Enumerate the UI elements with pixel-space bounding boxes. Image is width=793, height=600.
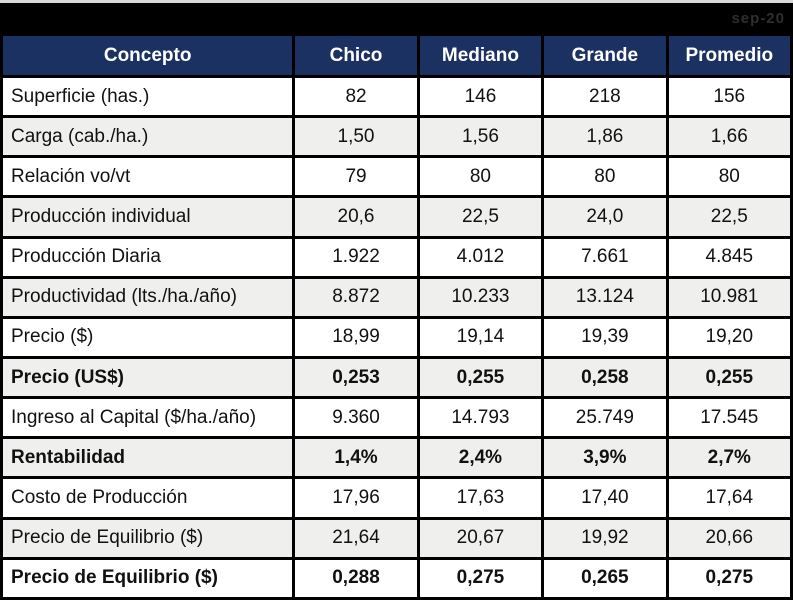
column-header-mediano: Mediano bbox=[416, 33, 545, 78]
cell-value: 19,92 bbox=[541, 516, 669, 560]
row-label: Costo de Producción bbox=[0, 476, 296, 520]
cell-value: 19,20 bbox=[665, 315, 793, 359]
cell-value: 0,255 bbox=[416, 355, 545, 400]
cell-value: 17,40 bbox=[541, 476, 669, 520]
cell-value: 20,66 bbox=[665, 516, 793, 560]
data-table: Concepto Chico Mediano Grande Promedio S… bbox=[0, 33, 793, 600]
cell-value: 13.124 bbox=[541, 275, 669, 319]
cell-value: 80 bbox=[541, 155, 669, 199]
cell-value: 80 bbox=[416, 155, 545, 199]
cell-value: 2,7% bbox=[665, 436, 793, 480]
row-label: Precio (US$) bbox=[0, 355, 296, 400]
table-row: Precio (US$) 0,253 0,255 0,258 0,255 bbox=[0, 355, 793, 400]
column-header-chico: Chico bbox=[292, 33, 420, 78]
cell-value: 7.661 bbox=[541, 235, 669, 279]
table-row: Superficie (has.) 82 146 218 156 bbox=[0, 74, 793, 119]
cell-value: 21,64 bbox=[292, 516, 420, 560]
row-label: Precio de Equilibrio ($) bbox=[0, 556, 296, 600]
row-label: Rentabilidad bbox=[0, 436, 296, 480]
row-label: Productividad (lts./ha./año) bbox=[0, 275, 296, 319]
cell-value: 0,255 bbox=[665, 355, 793, 400]
column-header-promedio: Promedio bbox=[665, 33, 793, 78]
cell-value: 17,96 bbox=[292, 476, 420, 520]
cell-value: 156 bbox=[665, 74, 793, 119]
cell-value: 79 bbox=[292, 155, 420, 199]
table-header-row: Concepto Chico Mediano Grande Promedio bbox=[0, 33, 793, 78]
title-bar: sep-20 bbox=[0, 3, 793, 33]
cell-value: 19,39 bbox=[541, 315, 669, 359]
cell-value: 8.872 bbox=[292, 275, 420, 319]
table-row: Carga (cab./ha.) 1,50 1,56 1,86 1,66 bbox=[0, 115, 793, 159]
table-row: Costo de Producción 17,96 17,63 17,40 17… bbox=[0, 476, 793, 520]
table-row: Producción Diaria 1.922 4.012 7.661 4.84… bbox=[0, 235, 793, 279]
cell-value: 1,4% bbox=[292, 436, 420, 480]
cell-value: 22,5 bbox=[416, 195, 545, 239]
cell-value: 4.012 bbox=[416, 235, 545, 279]
column-header-concepto: Concepto bbox=[0, 33, 296, 78]
row-label: Producción Diaria bbox=[0, 235, 296, 279]
cell-value: 0,253 bbox=[292, 355, 420, 400]
row-label: Relación vo/vt bbox=[0, 155, 296, 199]
top-edge-strip bbox=[0, 0, 793, 3]
cell-value: 1,56 bbox=[416, 115, 545, 159]
row-label: Carga (cab./ha.) bbox=[0, 115, 296, 159]
cell-value: 25.749 bbox=[541, 396, 669, 440]
table-row: Producción individual 20,6 22,5 24,0 22,… bbox=[0, 195, 793, 239]
cell-value: 1.922 bbox=[292, 235, 420, 279]
cell-value: 1,66 bbox=[665, 115, 793, 159]
row-label: Ingreso al Capital ($/ha./año) bbox=[0, 396, 296, 440]
cell-value: 19,14 bbox=[416, 315, 545, 359]
cell-value: 82 bbox=[292, 74, 420, 119]
table-row: Productividad (lts./ha./año) 8.872 10.23… bbox=[0, 275, 793, 319]
cell-value: 0,265 bbox=[541, 556, 669, 600]
cell-value: 4.845 bbox=[665, 235, 793, 279]
cell-value: 20,6 bbox=[292, 195, 420, 239]
cell-value: 9.360 bbox=[292, 396, 420, 440]
column-header-grande: Grande bbox=[541, 33, 669, 78]
cell-value: 0,258 bbox=[541, 355, 669, 400]
cell-value: 14.793 bbox=[416, 396, 545, 440]
cell-value: 2,4% bbox=[416, 436, 545, 480]
table-row: Rentabilidad 1,4% 2,4% 3,9% 2,7% bbox=[0, 436, 793, 480]
cell-value: 10.233 bbox=[416, 275, 545, 319]
row-label: Producción individual bbox=[0, 195, 296, 239]
cell-value: 24,0 bbox=[541, 195, 669, 239]
cell-value: 1,50 bbox=[292, 115, 420, 159]
date-watermark: sep-20 bbox=[731, 9, 785, 27]
cell-value: 10.981 bbox=[665, 275, 793, 319]
cell-value: 17.545 bbox=[665, 396, 793, 440]
cell-value: 80 bbox=[665, 155, 793, 199]
cell-value: 146 bbox=[416, 74, 545, 119]
cell-value: 0,275 bbox=[416, 556, 545, 600]
table-row: Ingreso al Capital ($/ha./año) 9.360 14.… bbox=[0, 396, 793, 440]
data-table-container: Concepto Chico Mediano Grande Promedio S… bbox=[0, 33, 793, 600]
cell-value: 17,63 bbox=[416, 476, 545, 520]
table-row: Relación vo/vt 79 80 80 80 bbox=[0, 155, 793, 199]
table-row: Precio de Equilibrio ($) 21,64 20,67 19,… bbox=[0, 516, 793, 560]
cell-value: 20,67 bbox=[416, 516, 545, 560]
table-row: Precio ($) 18,99 19,14 19,39 19,20 bbox=[0, 315, 793, 359]
cell-value: 17,64 bbox=[665, 476, 793, 520]
cell-value: 3,9% bbox=[541, 436, 669, 480]
cell-value: 0,288 bbox=[292, 556, 420, 600]
cell-value: 0,275 bbox=[665, 556, 793, 600]
cell-value: 18,99 bbox=[292, 315, 420, 359]
row-label: Superficie (has.) bbox=[0, 74, 296, 119]
table-row: Precio de Equilibrio ($) 0,288 0,275 0,2… bbox=[0, 556, 793, 600]
cell-value: 218 bbox=[541, 74, 669, 119]
cell-value: 22,5 bbox=[665, 195, 793, 239]
cell-value: 1,86 bbox=[541, 115, 669, 159]
row-label: Precio de Equilibrio ($) bbox=[0, 516, 296, 560]
row-label: Precio ($) bbox=[0, 315, 296, 359]
